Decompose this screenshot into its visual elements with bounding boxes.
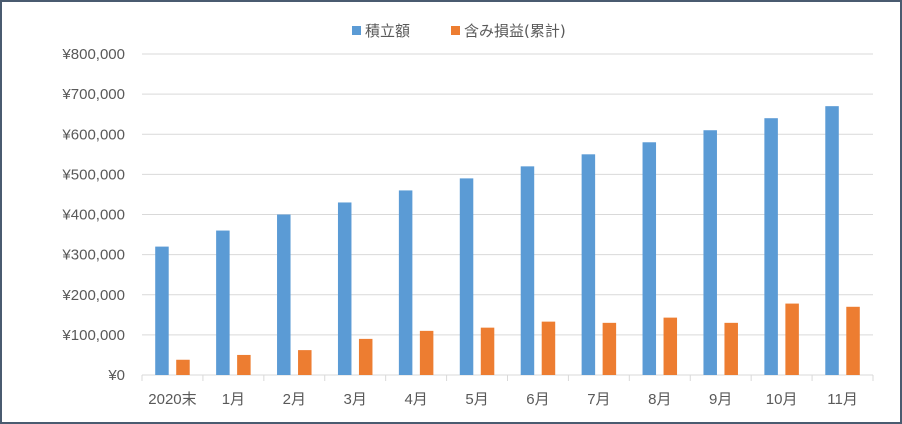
bar-series-1: [663, 317, 678, 375]
legend-swatch-0: [352, 26, 361, 35]
x-tick-label: 2020末: [148, 391, 196, 408]
bar-series-0: [703, 130, 717, 375]
bar-series-0: [642, 142, 657, 375]
bar-series-1: [298, 350, 312, 375]
legend-label-1: 含み損益(累計): [464, 22, 566, 40]
bar-series-1: [237, 354, 251, 375]
bar-series-1: [724, 322, 738, 375]
bar-series-0: [155, 246, 169, 375]
bar-series-1: [785, 303, 799, 375]
y-tick-label: ¥600,000: [61, 126, 125, 143]
bar-series-1: [419, 330, 434, 375]
y-tick-label: ¥700,000: [61, 86, 125, 103]
x-tick-label: 5月: [465, 391, 488, 408]
x-tick-label: 2月: [283, 391, 306, 408]
bar-series-0: [398, 190, 413, 375]
y-tick-label: ¥800,000: [61, 46, 125, 63]
bar-series-1: [541, 321, 556, 375]
legend-label-0: 積立額: [365, 22, 410, 40]
bar-series-0: [581, 154, 596, 375]
y-tick-label: ¥0: [107, 367, 125, 384]
x-tick-label: 7月: [587, 391, 610, 408]
y-tick-label: ¥400,000: [61, 207, 125, 224]
bar-series-0: [520, 166, 535, 375]
bar-series-1: [480, 327, 495, 375]
y-tick-label: ¥200,000: [61, 287, 125, 304]
x-tick-label: 10月: [766, 391, 798, 408]
x-tick-label: 6月: [526, 391, 549, 408]
y-tick-label: ¥500,000: [61, 166, 125, 183]
bar-series-1: [176, 359, 190, 375]
bar-series-0: [825, 106, 839, 375]
bar-series-1: [846, 306, 860, 375]
bar-series-0: [764, 118, 778, 375]
bar-series-1: [602, 322, 617, 375]
x-tick-label: 4月: [404, 391, 427, 408]
x-tick-label: 3月: [344, 391, 367, 408]
legend-swatch-1: [451, 26, 460, 35]
bar-series-0: [277, 214, 291, 375]
x-tick-label: 11月: [827, 391, 858, 408]
y-tick-label: ¥300,000: [61, 247, 125, 264]
bar-series-0: [459, 178, 474, 375]
x-tick-label: 1月: [222, 391, 245, 408]
bar-series-0: [337, 202, 352, 375]
y-tick-label: ¥100,000: [61, 327, 125, 344]
bar-series-0: [216, 230, 230, 375]
x-tick-label: 8月: [648, 391, 671, 408]
bar-series-1: [358, 338, 373, 375]
x-tick-label: 9月: [709, 391, 732, 408]
